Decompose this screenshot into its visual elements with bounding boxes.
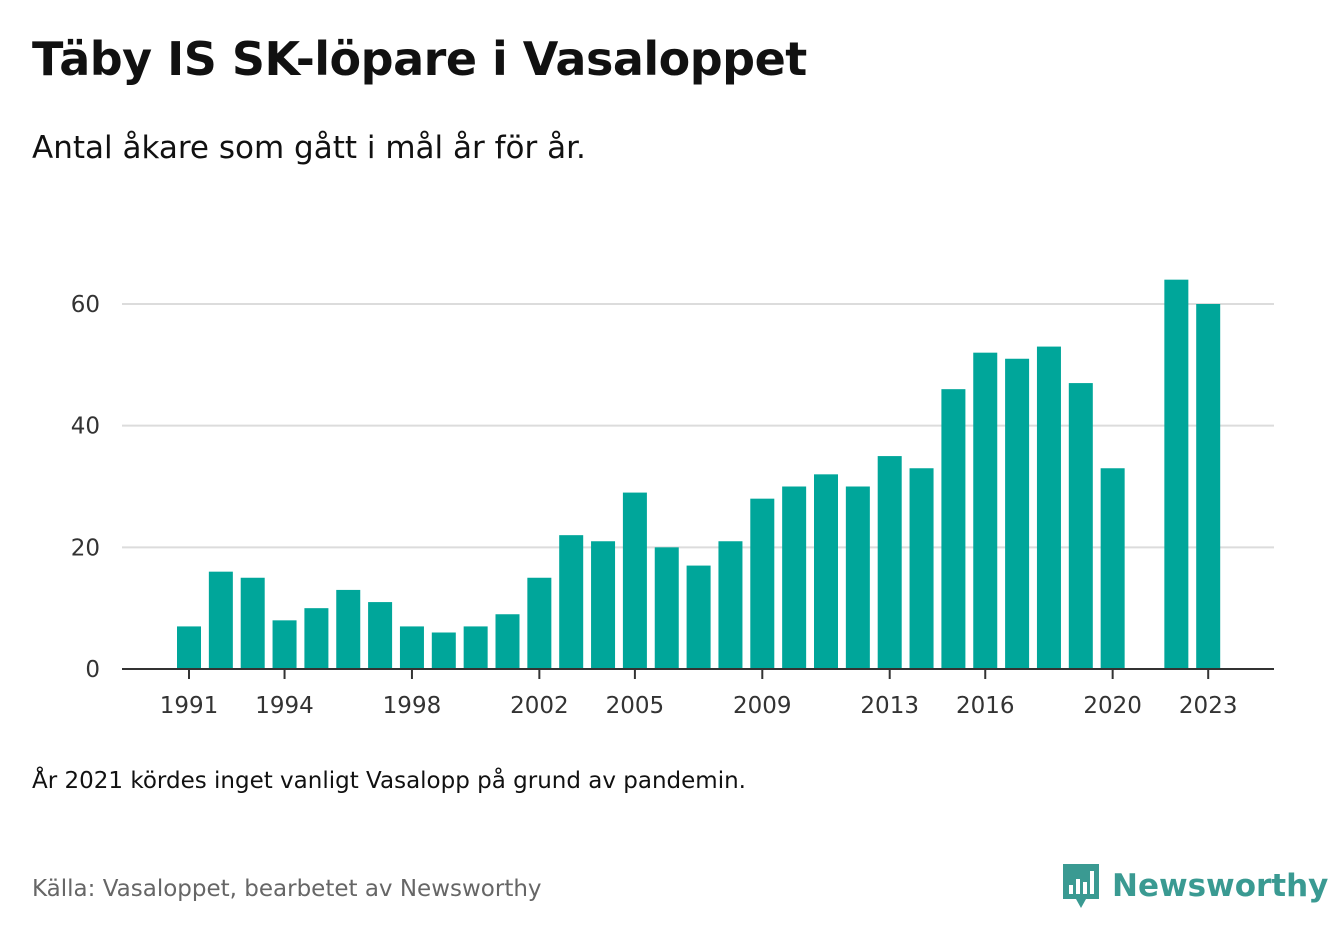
bar-2010 xyxy=(782,486,807,669)
chart-title: Täby IS SK-löpare i Vasaloppet xyxy=(32,32,807,86)
y-tick-label: 20 xyxy=(71,535,100,561)
y-tick-label: 60 xyxy=(71,292,100,318)
bar-1994 xyxy=(272,620,297,669)
bars xyxy=(177,279,1221,669)
x-tick-label: 2016 xyxy=(956,693,1015,719)
x-tick-label: 1998 xyxy=(383,693,442,719)
brand-name: Newsworthy xyxy=(1112,868,1329,904)
bar-2012 xyxy=(845,486,870,669)
x-tick-label: 1991 xyxy=(160,693,219,719)
bar-2009 xyxy=(750,498,775,669)
bar-1992 xyxy=(208,571,233,669)
x-tick-label: 2023 xyxy=(1179,693,1238,719)
bar-2023 xyxy=(1196,304,1221,669)
bar-1997 xyxy=(368,602,393,669)
x-tick-label: 2002 xyxy=(510,693,569,719)
bar-2003 xyxy=(559,535,584,669)
bar-1995 xyxy=(304,608,329,669)
bar-chart: 0 20 40 60 1991 1994 1998 2002 2005 2009 2013 2016 2… xyxy=(71,279,1274,719)
bar-1991 xyxy=(177,626,201,669)
bar-2007 xyxy=(686,565,711,669)
bar-2006 xyxy=(654,547,679,669)
x-tick-label: 2013 xyxy=(860,693,919,719)
x-tick-label: 2020 xyxy=(1083,693,1142,719)
source-text: Källa: Vasaloppet, bearbetet av Newswort… xyxy=(32,876,542,902)
bar-1993 xyxy=(240,577,265,669)
bar-2000 xyxy=(463,626,488,669)
bar-2015 xyxy=(941,389,966,669)
bar-2019 xyxy=(1068,383,1093,669)
footnote: År 2021 kördes inget vanligt Vasalopp på… xyxy=(32,768,746,794)
brand-logo: Newsworthy xyxy=(1060,860,1328,912)
bar-2005 xyxy=(622,492,647,669)
y-tick-label: 40 xyxy=(71,414,100,440)
bar-2016 xyxy=(973,352,998,669)
bar-2018 xyxy=(1036,346,1061,669)
bar-2017 xyxy=(1005,358,1030,669)
newsworthy-logo-icon xyxy=(1063,864,1099,908)
y-tick-label: 0 xyxy=(85,657,100,683)
bar-1999 xyxy=(431,632,456,669)
bar-2022 xyxy=(1164,279,1189,669)
bar-2002 xyxy=(527,577,552,669)
bar-2014 xyxy=(909,468,934,669)
x-tick-label: 2009 xyxy=(733,693,792,719)
bar-2013 xyxy=(877,456,902,669)
bar-1996 xyxy=(336,589,361,669)
bar-2011 xyxy=(814,474,838,669)
bar-2020 xyxy=(1100,468,1125,669)
axes: 0 20 40 60 1991 1994 1998 2002 2005 2009 2013 2016 2… xyxy=(71,292,1274,719)
bar-2001 xyxy=(495,614,520,669)
bar-1998 xyxy=(399,626,424,669)
bar-2004 xyxy=(591,541,616,669)
x-tick-label: 1994 xyxy=(255,693,314,719)
chart-subtitle: Antal åkare som gått i mål år för år. xyxy=(32,130,586,166)
bar-2008 xyxy=(718,541,743,669)
x-tick-label: 2005 xyxy=(606,693,665,719)
